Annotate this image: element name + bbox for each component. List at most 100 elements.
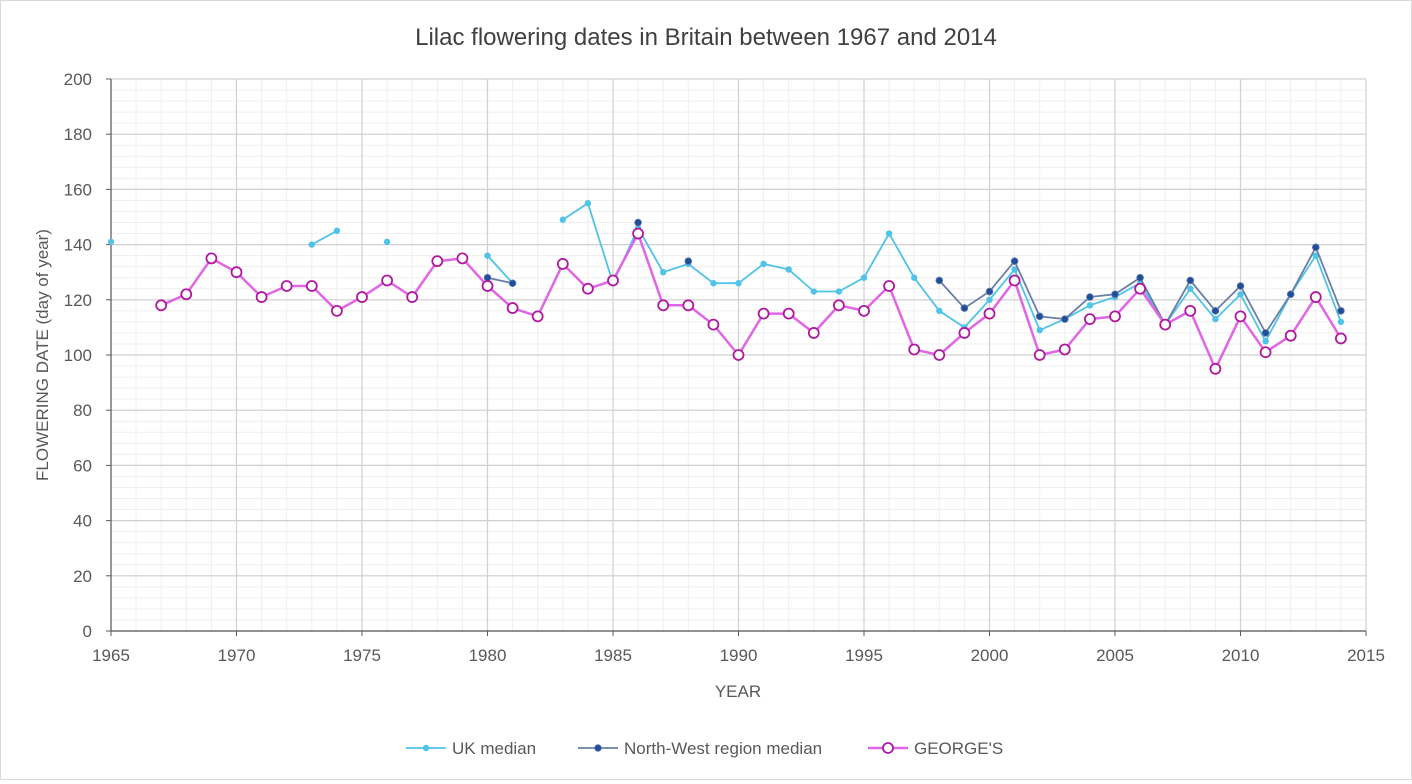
- data-point: [1086, 302, 1094, 309]
- y-tick-label: 60: [73, 456, 92, 475]
- data-point: [660, 269, 667, 276]
- x-tick-label: 2010: [1222, 646, 1260, 665]
- y-axis-label: FLOWERING DATE (day of year): [33, 229, 52, 481]
- data-point: [1033, 349, 1046, 361]
- data-point: [1134, 282, 1146, 295]
- data-point: [1261, 329, 1270, 337]
- legend-marker: [882, 742, 894, 754]
- data-point: [1086, 293, 1094, 301]
- data-point: [760, 260, 767, 268]
- data-point: [1184, 304, 1197, 317]
- legend-marker: [422, 744, 430, 752]
- y-tick-label: 100: [64, 346, 92, 365]
- y-tick-label: 80: [73, 401, 92, 420]
- data-point: [835, 288, 843, 295]
- data-point: [707, 318, 720, 331]
- series-line: [160, 230, 1342, 372]
- data-point: [1136, 273, 1144, 282]
- x-axis-label: YEAR: [715, 682, 761, 701]
- data-point: [607, 274, 619, 287]
- data-point: [1335, 332, 1347, 345]
- y-tick-label: 160: [64, 180, 92, 199]
- data-point: [582, 282, 594, 295]
- data-point: [481, 280, 494, 292]
- x-tick-label: 2015: [1347, 646, 1385, 665]
- x-tick-label: 1975: [343, 646, 381, 665]
- x-tick-label: 2000: [971, 646, 1009, 665]
- data-point: [381, 274, 394, 287]
- data-point: [584, 200, 592, 207]
- data-point: [682, 299, 695, 312]
- y-tick-labels: 0 20 40 60 80 100 120 140 160 180 200: [64, 70, 92, 641]
- data-point: [933, 349, 946, 361]
- data-point: [107, 238, 115, 246]
- y-tick-label: 200: [64, 70, 92, 89]
- data-point: [1337, 318, 1345, 326]
- data-point: [280, 280, 293, 292]
- data-point: [155, 299, 168, 312]
- data-point: [406, 291, 419, 303]
- data-point: [807, 327, 820, 339]
- data-point: [1111, 290, 1119, 299]
- y-tick-label: 0: [83, 622, 92, 641]
- data-point: [1186, 276, 1195, 285]
- data-point: [1036, 326, 1043, 334]
- data-point: [1061, 315, 1069, 323]
- data-point: [710, 280, 717, 287]
- data-point: [958, 327, 971, 339]
- data-point: [1212, 315, 1219, 323]
- y-tick-label: 20: [73, 567, 92, 586]
- y-tick-label: 120: [64, 291, 92, 310]
- data-point: [657, 299, 670, 312]
- x-tick-label: 1970: [218, 646, 256, 665]
- axes: [106, 78, 1367, 636]
- x-tick-label: 1990: [720, 646, 758, 665]
- data-point: [1309, 291, 1322, 303]
- data-point: [735, 280, 742, 287]
- data-point: [960, 304, 969, 312]
- data-point: [556, 258, 569, 270]
- data-point: [1035, 312, 1044, 321]
- data-point: [383, 238, 391, 246]
- data-point: [1259, 346, 1272, 359]
- data-point: [1312, 243, 1320, 252]
- data-point: [858, 304, 870, 317]
- data-point: [684, 257, 693, 265]
- data-point: [985, 287, 994, 296]
- data-point: [1286, 290, 1295, 299]
- data-point: [506, 302, 519, 314]
- data-point: [308, 241, 315, 248]
- data-point: [508, 279, 517, 288]
- data-point: [1187, 285, 1194, 292]
- series-layer: [107, 200, 1347, 375]
- data-point: [305, 280, 318, 292]
- x-tick-label: 1980: [469, 646, 507, 665]
- legend-label: North-West region median: [624, 739, 822, 758]
- data-point: [330, 304, 343, 317]
- data-point: [885, 230, 893, 237]
- data-point: [1237, 291, 1244, 298]
- data-point: [1008, 274, 1021, 287]
- data-point: [456, 252, 469, 265]
- data-point: [1234, 310, 1247, 323]
- data-point: [935, 276, 944, 285]
- data-point: [936, 307, 943, 315]
- legend-item-1: North-West region median: [578, 739, 822, 758]
- data-point: [810, 288, 817, 295]
- data-point: [356, 291, 368, 303]
- data-point: [431, 255, 444, 268]
- legend-label: GEORGE'S: [914, 739, 1003, 758]
- data-point: [986, 296, 993, 303]
- y-tick-label: 180: [64, 125, 92, 144]
- data-point: [1159, 318, 1172, 331]
- data-point: [908, 343, 921, 356]
- legend-item-0: UK median: [406, 739, 536, 758]
- data-point: [180, 288, 193, 301]
- series-2: [155, 227, 1347, 375]
- data-point: [559, 216, 566, 223]
- data-point: [255, 291, 268, 303]
- data-point: [883, 280, 895, 292]
- legend-marker: [594, 744, 602, 752]
